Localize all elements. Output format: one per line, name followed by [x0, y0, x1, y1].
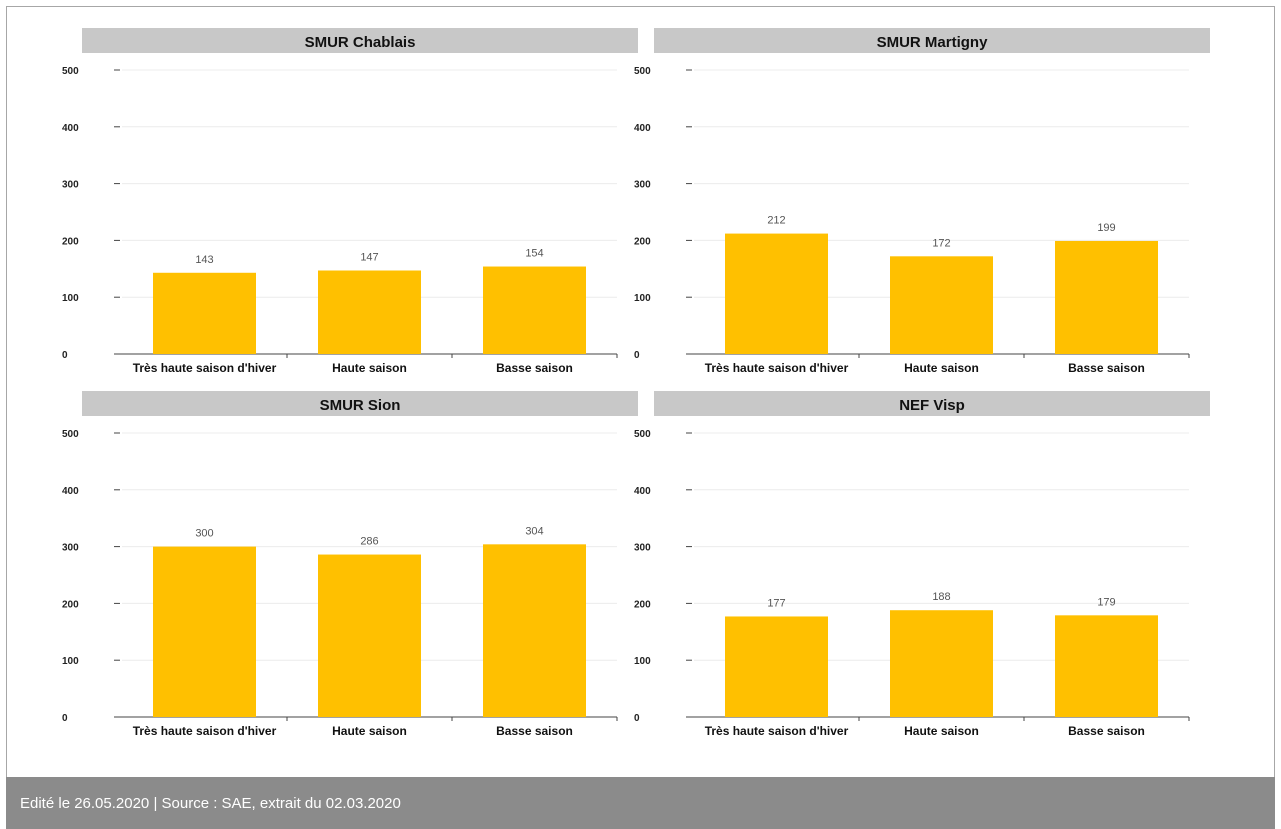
- x-category-label: Très haute saison d'hiver: [705, 361, 849, 375]
- title-band: [654, 28, 1210, 53]
- y-tick-label: 200: [634, 599, 651, 610]
- panel-smur-chablais: SMUR Chablais 0 100 200 300 400 500 143 Très hau…: [62, 28, 638, 384]
- panel-nef-visp: NEF Visp 0 100 200 300 400 500 177 Très haute sa…: [634, 391, 1210, 747]
- chart-title: SMUR Sion: [320, 397, 401, 414]
- y-tick-label: 0: [634, 713, 640, 724]
- y-tick-label: 500: [634, 66, 651, 77]
- y-tick-label: 500: [62, 429, 79, 440]
- footer-source-text: Edité le 26.05.2020 | Source : SAE, extr…: [20, 794, 401, 812]
- y-tick-label: 0: [62, 713, 68, 724]
- x-category-label: Basse saison: [1068, 724, 1145, 738]
- x-category-label: Très haute saison d'hiver: [133, 361, 277, 375]
- bar: [890, 256, 993, 354]
- y-tick-label: 200: [62, 236, 79, 247]
- bar: [483, 544, 586, 717]
- y-tick-label: 100: [634, 293, 651, 304]
- footer-bar: Edité le 26.05.2020 | Source : SAE, extr…: [6, 777, 1275, 829]
- data-label: 188: [932, 591, 950, 603]
- data-label: 199: [1097, 222, 1115, 234]
- x-category-label: Haute saison: [904, 724, 979, 738]
- title-band: [82, 391, 638, 416]
- x-category-label: Haute saison: [904, 361, 979, 375]
- bar: [725, 616, 828, 717]
- y-tick-label: 400: [62, 486, 79, 497]
- data-label: 304: [525, 525, 543, 537]
- x-category-label: Basse saison: [496, 361, 573, 375]
- data-label: 147: [360, 252, 378, 264]
- chart-svg: SMUR Chablais 0 100 200 300 400 500 143 Très hau…: [62, 28, 638, 375]
- chart-svg: SMUR Sion 0 100 200 300 400 500 300 Très haute s…: [62, 391, 638, 738]
- data-label: 143: [195, 254, 213, 266]
- bar: [318, 270, 421, 354]
- x-category-label: Haute saison: [332, 724, 407, 738]
- y-tick-label: 100: [62, 656, 79, 667]
- data-label: 212: [767, 215, 785, 227]
- y-tick-label: 500: [634, 429, 651, 440]
- bar: [153, 546, 256, 717]
- panel-smur-sion: SMUR Sion 0 100 200 300 400 500 300 Très haute s…: [62, 391, 638, 747]
- bar: [1055, 240, 1158, 354]
- x-category-label: Basse saison: [496, 724, 573, 738]
- bar: [483, 266, 586, 354]
- chart-title: SMUR Chablais: [305, 34, 416, 51]
- y-tick-label: 300: [62, 543, 79, 554]
- chart-svg: NEF Visp 0 100 200 300 400 500 177 Très haute sa…: [634, 391, 1210, 738]
- y-tick-label: 400: [62, 123, 79, 134]
- bar: [1055, 615, 1158, 717]
- x-category-label: Haute saison: [332, 361, 407, 375]
- y-tick-label: 400: [634, 123, 651, 134]
- y-tick-label: 200: [62, 599, 79, 610]
- y-tick-label: 300: [634, 543, 651, 554]
- y-tick-label: 100: [62, 293, 79, 304]
- panel-smur-martigny: SMUR Martigny 0 100 200 300 400 500 212 Très hau…: [634, 28, 1210, 384]
- bar: [153, 272, 256, 354]
- title-band: [82, 28, 638, 53]
- data-label: 286: [360, 536, 378, 548]
- data-label: 172: [932, 237, 950, 249]
- data-label: 177: [767, 597, 785, 609]
- y-tick-label: 300: [634, 180, 651, 191]
- data-label: 154: [525, 248, 543, 260]
- chart-title: NEF Visp: [899, 397, 965, 414]
- x-category-label: Très haute saison d'hiver: [705, 724, 849, 738]
- chart-svg: SMUR Martigny 0 100 200 300 400 500 212 Très hau…: [634, 28, 1210, 375]
- bar: [725, 233, 828, 354]
- bar: [890, 610, 993, 717]
- chart-title: SMUR Martigny: [877, 34, 988, 51]
- x-category-label: Très haute saison d'hiver: [133, 724, 277, 738]
- y-tick-label: 0: [62, 350, 68, 361]
- title-band: [654, 391, 1210, 416]
- x-category-label: Basse saison: [1068, 361, 1145, 375]
- y-tick-label: 200: [634, 236, 651, 247]
- y-tick-label: 0: [634, 350, 640, 361]
- data-label: 179: [1097, 596, 1115, 608]
- y-tick-label: 100: [634, 656, 651, 667]
- y-tick-label: 300: [62, 180, 79, 191]
- y-tick-label: 500: [62, 66, 79, 77]
- y-tick-label: 400: [634, 486, 651, 497]
- bar: [318, 554, 421, 717]
- data-label: 300: [195, 528, 213, 540]
